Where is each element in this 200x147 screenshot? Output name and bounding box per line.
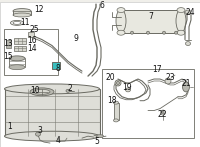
Text: 4: 4 [56,136,61,145]
Text: 25: 25 [30,25,40,34]
Text: 1: 1 [7,122,12,131]
Text: 7: 7 [148,12,153,21]
Text: 19: 19 [122,83,132,92]
Bar [52,62,60,69]
Text: 14: 14 [27,44,37,53]
Ellipse shape [4,131,100,141]
Ellipse shape [162,112,164,113]
Text: 10: 10 [30,86,40,95]
Ellipse shape [116,81,120,84]
Bar [5,89,100,136]
Text: 17: 17 [152,65,162,74]
Ellipse shape [177,30,185,35]
Ellipse shape [130,31,134,34]
Ellipse shape [174,31,178,34]
Ellipse shape [9,65,25,70]
Ellipse shape [114,119,118,122]
Ellipse shape [165,78,171,84]
Polygon shape [14,38,26,44]
Ellipse shape [4,84,100,94]
Text: 12: 12 [34,5,44,14]
Text: 6: 6 [100,1,105,10]
Text: 21: 21 [181,79,190,88]
Bar [102,69,194,138]
Ellipse shape [126,88,130,92]
Bar [4,29,58,75]
Text: 16: 16 [27,36,37,45]
Ellipse shape [36,132,40,136]
Text: 18: 18 [107,96,116,105]
Text: 11: 11 [20,18,30,27]
Bar [28,32,34,37]
Ellipse shape [162,31,166,34]
Ellipse shape [96,135,104,138]
Text: 9: 9 [73,34,78,43]
Ellipse shape [177,8,185,12]
Text: 23: 23 [165,73,175,82]
Ellipse shape [13,13,31,17]
Ellipse shape [9,56,25,61]
Ellipse shape [117,8,125,12]
Ellipse shape [30,88,54,96]
Polygon shape [13,11,31,15]
Polygon shape [14,46,26,51]
Polygon shape [6,40,11,47]
Bar [114,103,119,120]
Ellipse shape [114,101,118,104]
Bar [121,10,181,33]
Ellipse shape [13,21,21,24]
Text: 13: 13 [3,39,13,48]
Ellipse shape [186,42,190,46]
Ellipse shape [66,89,70,92]
Text: 5: 5 [94,137,99,146]
Text: 3: 3 [37,126,42,135]
Text: 8: 8 [55,64,60,73]
Text: 22: 22 [158,110,168,119]
Text: 20: 20 [106,73,116,82]
Text: 24: 24 [185,7,195,17]
Ellipse shape [34,89,50,94]
Ellipse shape [13,9,31,14]
Ellipse shape [176,10,186,32]
Ellipse shape [115,80,121,86]
Ellipse shape [185,10,191,14]
Ellipse shape [146,31,150,34]
Ellipse shape [116,10,126,32]
Ellipse shape [117,30,125,35]
Ellipse shape [182,82,190,92]
Text: 15: 15 [3,52,13,61]
Text: 2: 2 [68,84,73,93]
